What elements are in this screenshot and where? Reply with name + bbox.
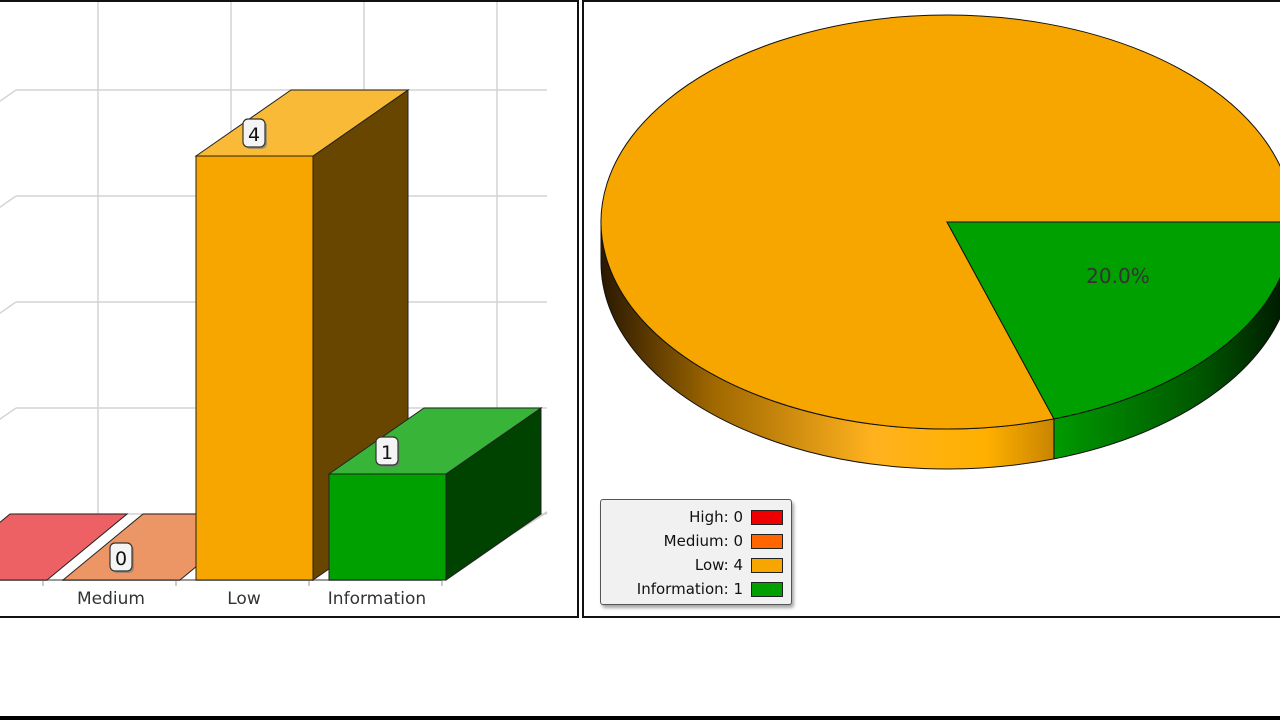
category-label-information: Information [328,589,426,609]
label-box [242,118,266,148]
legend-swatch [751,557,783,573]
legend-item: Information: 1 [601,577,783,601]
grid-line-side [0,2,16,50]
label-text: 1 [381,442,393,464]
bottom-divider [0,716,1280,720]
pie-chart-labels: 80.0%20.0% [1086,264,1150,288]
legend-item-label: Low: 4 [694,556,743,574]
legend-item: Medium: 0 [601,529,783,553]
category-label-medium: Medium [77,589,145,609]
bar-chart-labels: 0 Medium 4 Low 1 Information [77,118,426,609]
label-text: 0 [115,548,127,570]
bar-chart: 0 Medium 4 Low 1 Information [0,2,548,609]
pie-chart-panel: 80.0%20.0% High: 0 Medium: 0 Low: 4 Informa… [582,0,1280,618]
label-box [375,436,399,466]
bar-value-label-medium: 0 [109,542,134,573]
grid-line-side [0,89,17,103]
bar-chart-panel: 0 Medium 4 Low 1 Information [0,0,579,618]
label-box [109,542,133,572]
category-label-low: Low [227,589,261,609]
legend-item-label: Information: 1 [636,580,743,598]
bar-front-information [328,473,447,581]
legend-item-label: Medium: 0 [663,532,743,550]
pie-chart: 80.0%20.0% [600,14,1280,470]
bar-value-label-low: 4 [242,118,267,149]
legend-swatch [751,509,783,525]
legend-swatch [751,581,783,597]
bar-top-high [0,513,129,581]
legend-item: High: 0 [601,505,783,529]
grid-line-side [0,301,17,315]
grid-line-side [0,407,17,421]
label-text: 4 [248,124,260,146]
pie-slice-low [600,14,1280,430]
legend-swatch [751,533,783,549]
pie-chart-slices [600,14,1280,470]
pie-label-information: 20.0% [1086,264,1150,288]
bar-front-low [195,155,314,581]
legend-item: Low: 4 [601,553,783,577]
pie-slice-information [946,221,1280,420]
pie-legend: High: 0 Medium: 0 Low: 4 Information: 1 [600,499,792,605]
bar-chart-bars [0,89,543,581]
grid-line-side [0,195,17,209]
legend-item-label: High: 0 [689,508,743,526]
bar-value-label-information: 1 [375,436,400,467]
